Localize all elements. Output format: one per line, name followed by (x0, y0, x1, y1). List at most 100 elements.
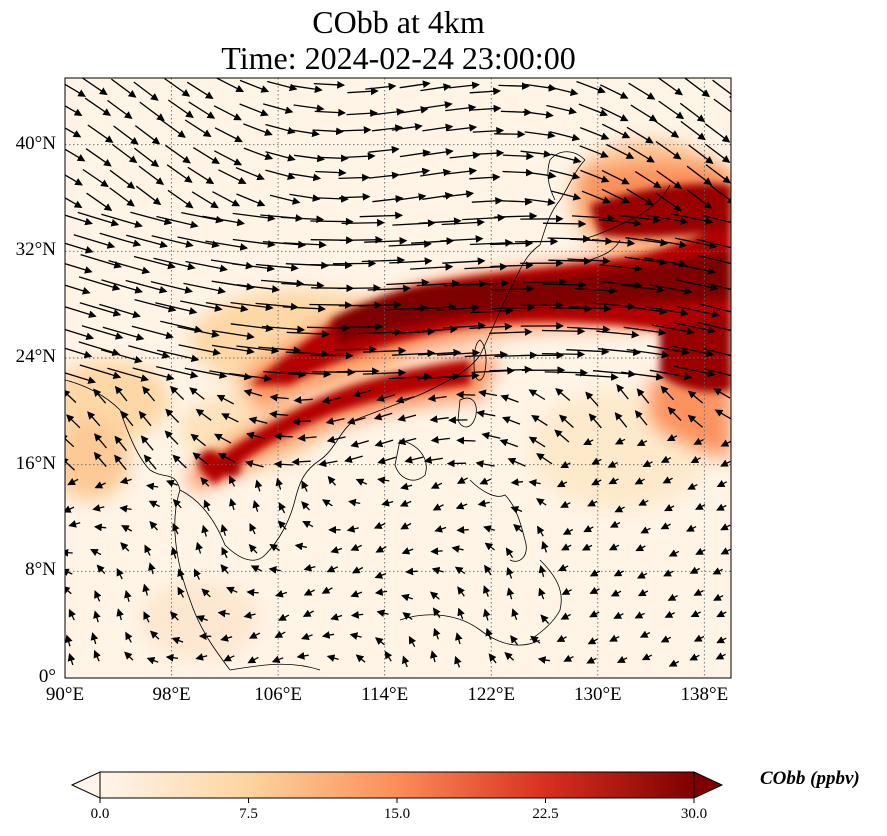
wind-arrow (364, 237, 408, 245)
colorbar-tick-label: 7.5 (239, 806, 258, 822)
wind-arrow (350, 440, 369, 448)
wind-arrow (456, 476, 469, 484)
wind-arrow (138, 410, 152, 427)
wind-arrow (560, 460, 571, 468)
wind-arrow (236, 284, 280, 293)
wind-arrow (338, 173, 370, 182)
wind-arrow (386, 278, 430, 287)
wind-arrow (65, 568, 73, 576)
wind-arrow (634, 170, 662, 189)
wind-arrow (402, 612, 413, 621)
wind-arrow (391, 349, 436, 358)
wind-arrow (337, 284, 382, 292)
wind-arrow (125, 631, 133, 643)
wind-arrow (120, 542, 130, 552)
wind-arrow (263, 370, 307, 379)
map-gridlines (65, 78, 731, 678)
wind-arrow (536, 453, 553, 465)
wind-arrow (400, 522, 412, 530)
wind-arrow (81, 325, 124, 340)
wind-arrow (559, 414, 574, 428)
wind-arrow (500, 394, 519, 403)
wind-arrow (400, 482, 413, 491)
wind-arrow (431, 566, 444, 575)
wind-arrow (686, 165, 713, 186)
wind-arrow (548, 257, 592, 266)
wind-arrow (340, 126, 372, 134)
wind-arrow (172, 454, 187, 469)
wind-arrow (149, 520, 158, 531)
wind-arrow (436, 304, 480, 312)
wind-arrow (397, 414, 417, 422)
wind-arrow (547, 235, 591, 243)
wind-arrow (352, 389, 371, 398)
wind-arrow (614, 412, 628, 428)
wind-arrow (655, 192, 682, 212)
wind-arrow (193, 568, 201, 580)
wind-arrow (373, 108, 405, 116)
colorbar-bar (99, 771, 695, 799)
wind-arrow (598, 218, 642, 227)
wind-arrow (195, 653, 208, 661)
wind-arrow (248, 416, 268, 425)
wind-arrow (271, 655, 284, 664)
wind-arrow (430, 435, 450, 444)
wind-arrow (243, 611, 256, 619)
wind-arrow (82, 168, 109, 188)
wind-arrow (627, 145, 655, 163)
wind-arrow (172, 522, 180, 535)
wind-arrow (367, 284, 411, 293)
wind-arrow (261, 279, 305, 288)
wind-arrow (655, 140, 682, 160)
wind-arrow (312, 368, 356, 377)
wind-arrow (621, 371, 664, 381)
wind-arrow (203, 499, 211, 512)
wind-arrow (462, 213, 506, 222)
wind-arrow (384, 650, 393, 662)
wind-arrow (180, 300, 223, 312)
wind-arrow (704, 368, 731, 377)
wind-arrow (384, 304, 429, 312)
wind-arrow (94, 590, 102, 602)
wind-arrow (510, 506, 523, 514)
wind-arrow (581, 190, 612, 204)
wind-arrow (616, 383, 629, 400)
wind-arrow (131, 325, 174, 340)
wind-arrow (489, 239, 534, 248)
wind-arrow (561, 587, 572, 595)
wind-arrow (211, 329, 255, 340)
wind-arrow (114, 454, 127, 471)
wind-arrow (288, 370, 332, 378)
wind-arrow (124, 589, 132, 602)
wind-arrow (90, 632, 99, 645)
wind-arrow (538, 587, 546, 600)
wind-arrow (586, 656, 597, 664)
wind-arrow (506, 566, 514, 579)
wind-arrow (166, 164, 193, 183)
wind-arrow (236, 193, 266, 207)
wind-arrow (269, 544, 281, 552)
wind-arrow (389, 257, 433, 266)
wind-arrow (550, 190, 582, 201)
wind-arrow (481, 431, 501, 440)
wind-arrow (191, 191, 219, 209)
wind-arrow (375, 545, 387, 553)
lat-tick-label: 16°N (15, 452, 56, 474)
wind-arrow (374, 571, 387, 579)
wind-arrow (524, 198, 556, 206)
wind-arrow (404, 455, 424, 464)
wind-arrow (399, 80, 431, 89)
wind-arrow (346, 525, 359, 533)
wind-arrow (580, 169, 610, 183)
wind-arrow (167, 189, 194, 209)
wind-arrow (133, 147, 160, 168)
wind-arrow (160, 320, 203, 334)
wind-arrow (504, 652, 515, 661)
colorbar-tick-label: 22.5 (532, 806, 559, 822)
wind-arrow (339, 235, 384, 244)
wind-arrow (101, 213, 143, 228)
wind-arrow (639, 630, 651, 638)
wind-arrow (501, 197, 533, 206)
wind-arrow (65, 148, 86, 162)
